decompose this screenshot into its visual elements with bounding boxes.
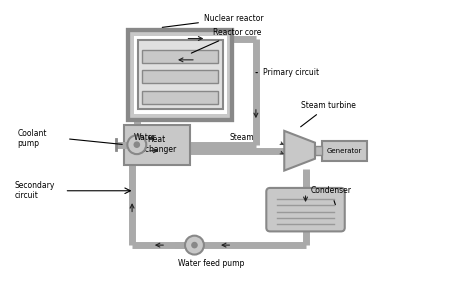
Text: Coolant
pump: Coolant pump xyxy=(17,129,47,148)
Bar xyxy=(143,50,218,63)
Bar xyxy=(134,36,227,114)
Circle shape xyxy=(185,236,204,255)
Text: Steam turbine: Steam turbine xyxy=(301,101,356,127)
Bar xyxy=(138,40,223,109)
Bar xyxy=(124,125,190,165)
Polygon shape xyxy=(284,131,315,170)
Bar xyxy=(322,141,367,161)
Circle shape xyxy=(134,142,139,147)
Text: Generator: Generator xyxy=(327,148,362,154)
Text: Secondary
circuit: Secondary circuit xyxy=(15,181,55,200)
Text: Primary circuit: Primary circuit xyxy=(256,68,319,77)
Circle shape xyxy=(128,135,146,154)
Bar xyxy=(128,30,232,120)
Text: Heat
exchanger: Heat exchanger xyxy=(137,135,177,154)
Text: Water feed pump: Water feed pump xyxy=(178,259,244,268)
Text: Nuclear reactor: Nuclear reactor xyxy=(162,14,264,27)
Bar xyxy=(315,146,322,156)
Text: Steam: Steam xyxy=(229,133,254,142)
Bar xyxy=(128,30,232,120)
Circle shape xyxy=(192,243,197,248)
Bar xyxy=(143,91,218,104)
Text: Water: Water xyxy=(134,133,156,142)
Text: Condenser: Condenser xyxy=(310,186,351,205)
Text: Reactor core: Reactor core xyxy=(191,28,262,53)
Bar xyxy=(143,70,218,84)
FancyBboxPatch shape xyxy=(266,188,345,231)
